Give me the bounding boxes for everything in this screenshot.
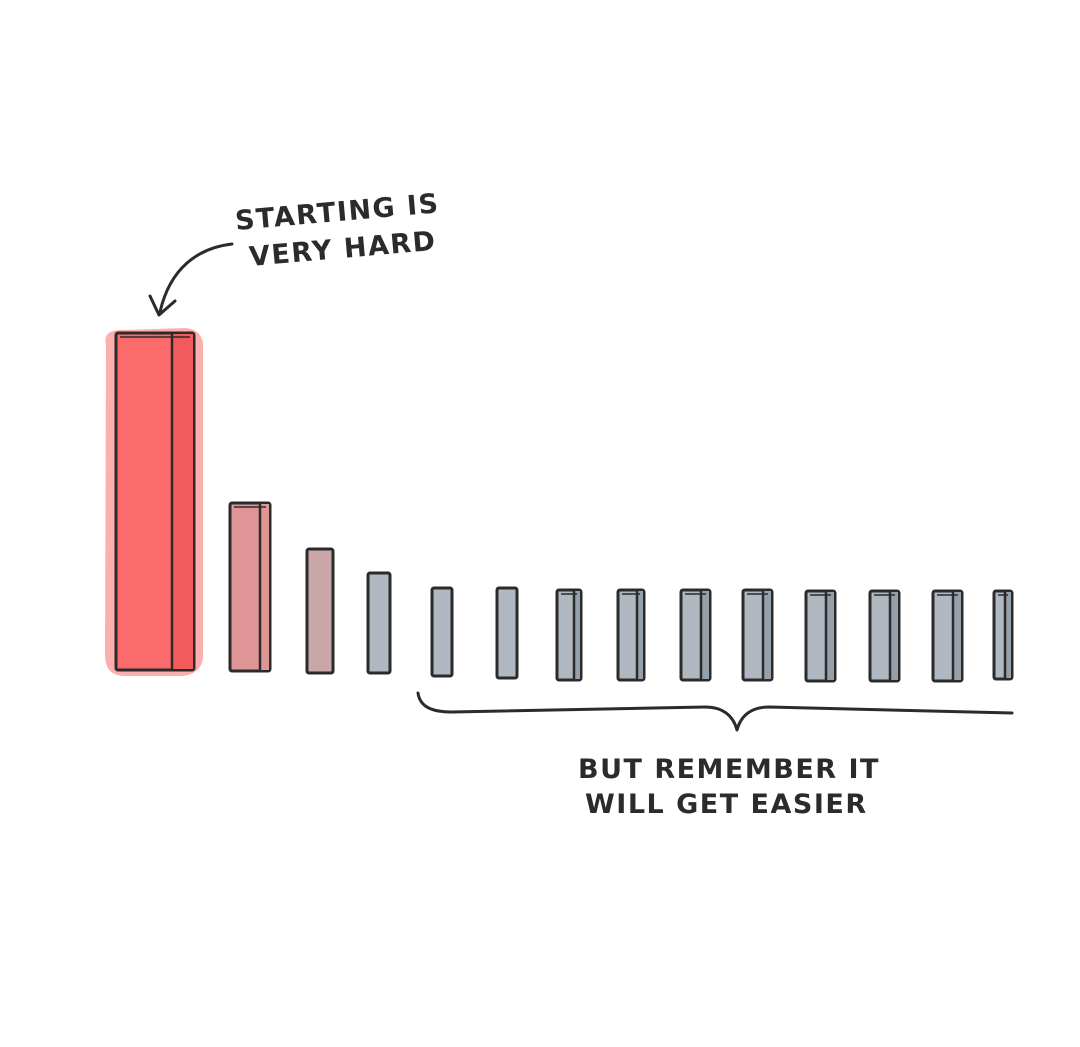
domino-12 <box>868 589 901 683</box>
domino-2 <box>228 501 272 673</box>
domino-5 <box>430 586 454 678</box>
annotation-bottom-line1: BUT REMEMBER IT <box>578 754 880 785</box>
curved-arrow-icon <box>148 242 234 317</box>
domino-6 <box>495 586 519 680</box>
domino-4 <box>366 571 392 675</box>
domino-1 <box>114 331 196 672</box>
domino-9 <box>679 588 712 682</box>
curly-brace-icon <box>416 691 1014 732</box>
dominoes <box>114 331 1014 683</box>
annotation-bottom-line2: WILL GET EASIER <box>585 789 868 820</box>
domino-3 <box>305 547 335 675</box>
domino-10 <box>741 588 774 682</box>
domino-11 <box>804 589 837 683</box>
domino-14 <box>992 589 1014 681</box>
domino-13 <box>931 589 964 683</box>
domino-8 <box>616 588 646 682</box>
domino-7 <box>555 588 583 682</box>
